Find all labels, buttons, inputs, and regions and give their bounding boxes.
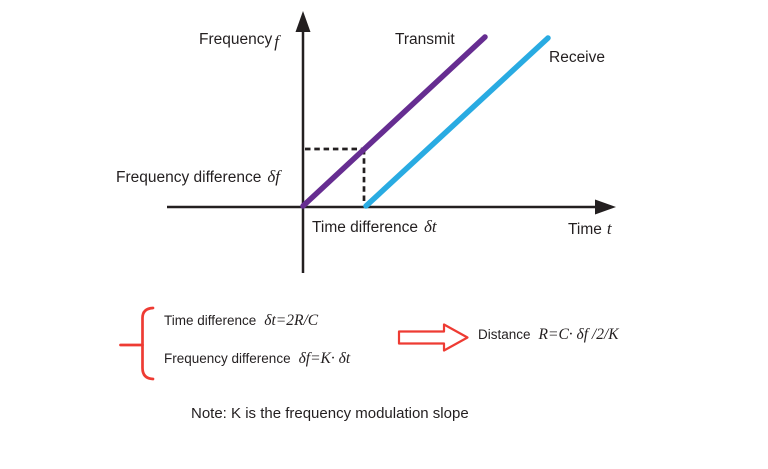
frequency-difference-equation: Frequency difference δf=K· δt [164,350,351,367]
frequency-difference-formula: δf=K· δt [298,350,351,367]
time-difference-label: Time difference δt [312,217,437,236]
implies-arrow-icon [397,323,469,352]
transmit-line [300,34,488,209]
footnote: Note: K is the frequency modulation slop… [191,405,469,422]
y-axis-arrowhead-icon [295,11,311,32]
time-difference-equation: Time difference δt=2R/C [164,312,319,329]
receive-line [363,35,551,209]
distance-equation: Distance R=C· δf /2/K [478,326,619,343]
x-axis-symbol: t [606,219,612,238]
delta-t-symbol: δt [423,217,437,236]
equations-brace [141,306,155,381]
x-axis-arrowhead-icon [595,199,616,215]
frequency-difference-label: Frequency difference δf [116,167,280,186]
delta-f-symbol: δf [267,167,280,186]
time-difference-formula: δt=2R/C [264,312,319,329]
distance-formula: R=C· δf /2/K [538,326,619,343]
y-axis-symbol: f [274,32,279,51]
transmit-label: Transmit [395,31,455,48]
y-axis-label-text: Frequency [199,31,273,48]
y-axis-label: Frequency f [199,29,279,51]
receive-label: Receive [549,49,605,66]
x-axis-label: Time t [568,219,612,238]
